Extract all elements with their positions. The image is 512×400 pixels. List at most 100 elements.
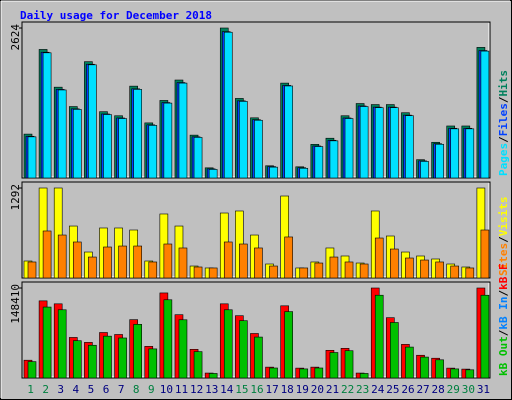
bar xyxy=(163,299,173,379)
bar xyxy=(374,107,384,179)
bar xyxy=(269,166,278,179)
bar xyxy=(299,167,309,179)
chart-title: Daily usage for December 2018 xyxy=(20,9,212,22)
bar xyxy=(344,350,354,379)
bar xyxy=(359,106,369,179)
x-tick-label: 13 xyxy=(205,383,218,396)
bar xyxy=(118,245,127,279)
bar xyxy=(299,368,309,379)
bar xyxy=(420,356,429,379)
bar xyxy=(88,344,97,379)
legend-separator: / xyxy=(497,236,510,243)
legend-entry: Sites xyxy=(497,243,510,276)
bar xyxy=(314,262,324,279)
x-tick-label: 23 xyxy=(356,383,369,396)
legend-entry: kB F xyxy=(497,263,510,290)
bar xyxy=(450,265,460,279)
bar xyxy=(57,89,67,179)
x-tick-label: 25 xyxy=(386,383,399,396)
y-tick-label: 1292 xyxy=(9,184,22,211)
bar xyxy=(435,261,444,279)
x-tick-label: 6 xyxy=(103,383,110,396)
x-tick-label: 24 xyxy=(371,383,385,396)
bar xyxy=(163,243,173,279)
x-tick-label: 7 xyxy=(118,383,125,396)
y-tick-label: 2624 xyxy=(9,24,22,51)
bar xyxy=(118,118,127,179)
bar xyxy=(72,340,82,379)
bar xyxy=(465,369,475,379)
bar xyxy=(148,348,158,379)
bar xyxy=(72,109,82,179)
bar xyxy=(269,265,278,279)
bar xyxy=(420,161,429,179)
legend-entry: kB In xyxy=(497,297,510,330)
x-tick-label: 1 xyxy=(27,383,34,396)
bar xyxy=(299,267,309,279)
bar xyxy=(420,259,429,279)
bar xyxy=(193,351,203,379)
bar xyxy=(450,368,460,379)
bar xyxy=(390,107,399,179)
bar xyxy=(208,373,218,379)
x-tick-label: 9 xyxy=(148,383,155,396)
x-tick-label: 17 xyxy=(265,383,278,396)
bar xyxy=(374,294,384,379)
bar xyxy=(148,261,158,279)
bar xyxy=(284,236,293,279)
bar xyxy=(329,352,339,379)
bar xyxy=(450,128,460,179)
bar xyxy=(208,267,218,279)
bar xyxy=(118,337,127,379)
bar xyxy=(27,261,37,279)
x-tick-label: 31 xyxy=(477,383,490,396)
bar xyxy=(103,246,112,279)
bar xyxy=(88,256,97,279)
x-tick-label: 18 xyxy=(281,383,294,396)
bar xyxy=(148,125,158,179)
bar xyxy=(435,359,444,379)
x-tick-label: 16 xyxy=(250,383,263,396)
bar xyxy=(239,101,248,179)
x-tick-label: 22 xyxy=(341,383,354,396)
bar xyxy=(133,245,142,279)
x-tick-label: 15 xyxy=(235,383,248,396)
x-tick-label: 4 xyxy=(73,383,80,396)
bar xyxy=(405,115,414,179)
x-tick-label: 3 xyxy=(57,383,64,396)
bar xyxy=(223,241,233,279)
x-tick-label: 26 xyxy=(401,383,414,396)
x-tick-label: 12 xyxy=(190,383,203,396)
bar xyxy=(314,146,324,179)
bar xyxy=(465,128,475,179)
bar xyxy=(284,311,293,379)
bar xyxy=(88,64,97,179)
bar xyxy=(314,367,324,379)
bar xyxy=(344,261,354,279)
bar xyxy=(57,234,67,279)
bar xyxy=(72,241,82,279)
bar xyxy=(405,346,414,379)
legend-separator: / xyxy=(497,136,510,143)
bar xyxy=(239,320,248,379)
bar xyxy=(27,361,37,379)
bar xyxy=(133,324,142,379)
x-tick-label: 20 xyxy=(311,383,324,396)
bar xyxy=(329,256,339,279)
bar xyxy=(465,267,475,279)
bar xyxy=(163,102,173,179)
legend-entry: Files xyxy=(497,103,510,136)
bar xyxy=(239,243,248,279)
bar xyxy=(359,373,369,379)
bar xyxy=(254,336,263,379)
x-tick-label: 19 xyxy=(296,383,309,396)
bar xyxy=(193,137,203,179)
bar xyxy=(223,309,233,379)
bar xyxy=(178,319,188,379)
bar xyxy=(435,143,444,179)
bar xyxy=(193,266,203,279)
bar xyxy=(480,294,490,379)
bar xyxy=(42,306,52,379)
x-tick-label: 28 xyxy=(432,383,445,396)
